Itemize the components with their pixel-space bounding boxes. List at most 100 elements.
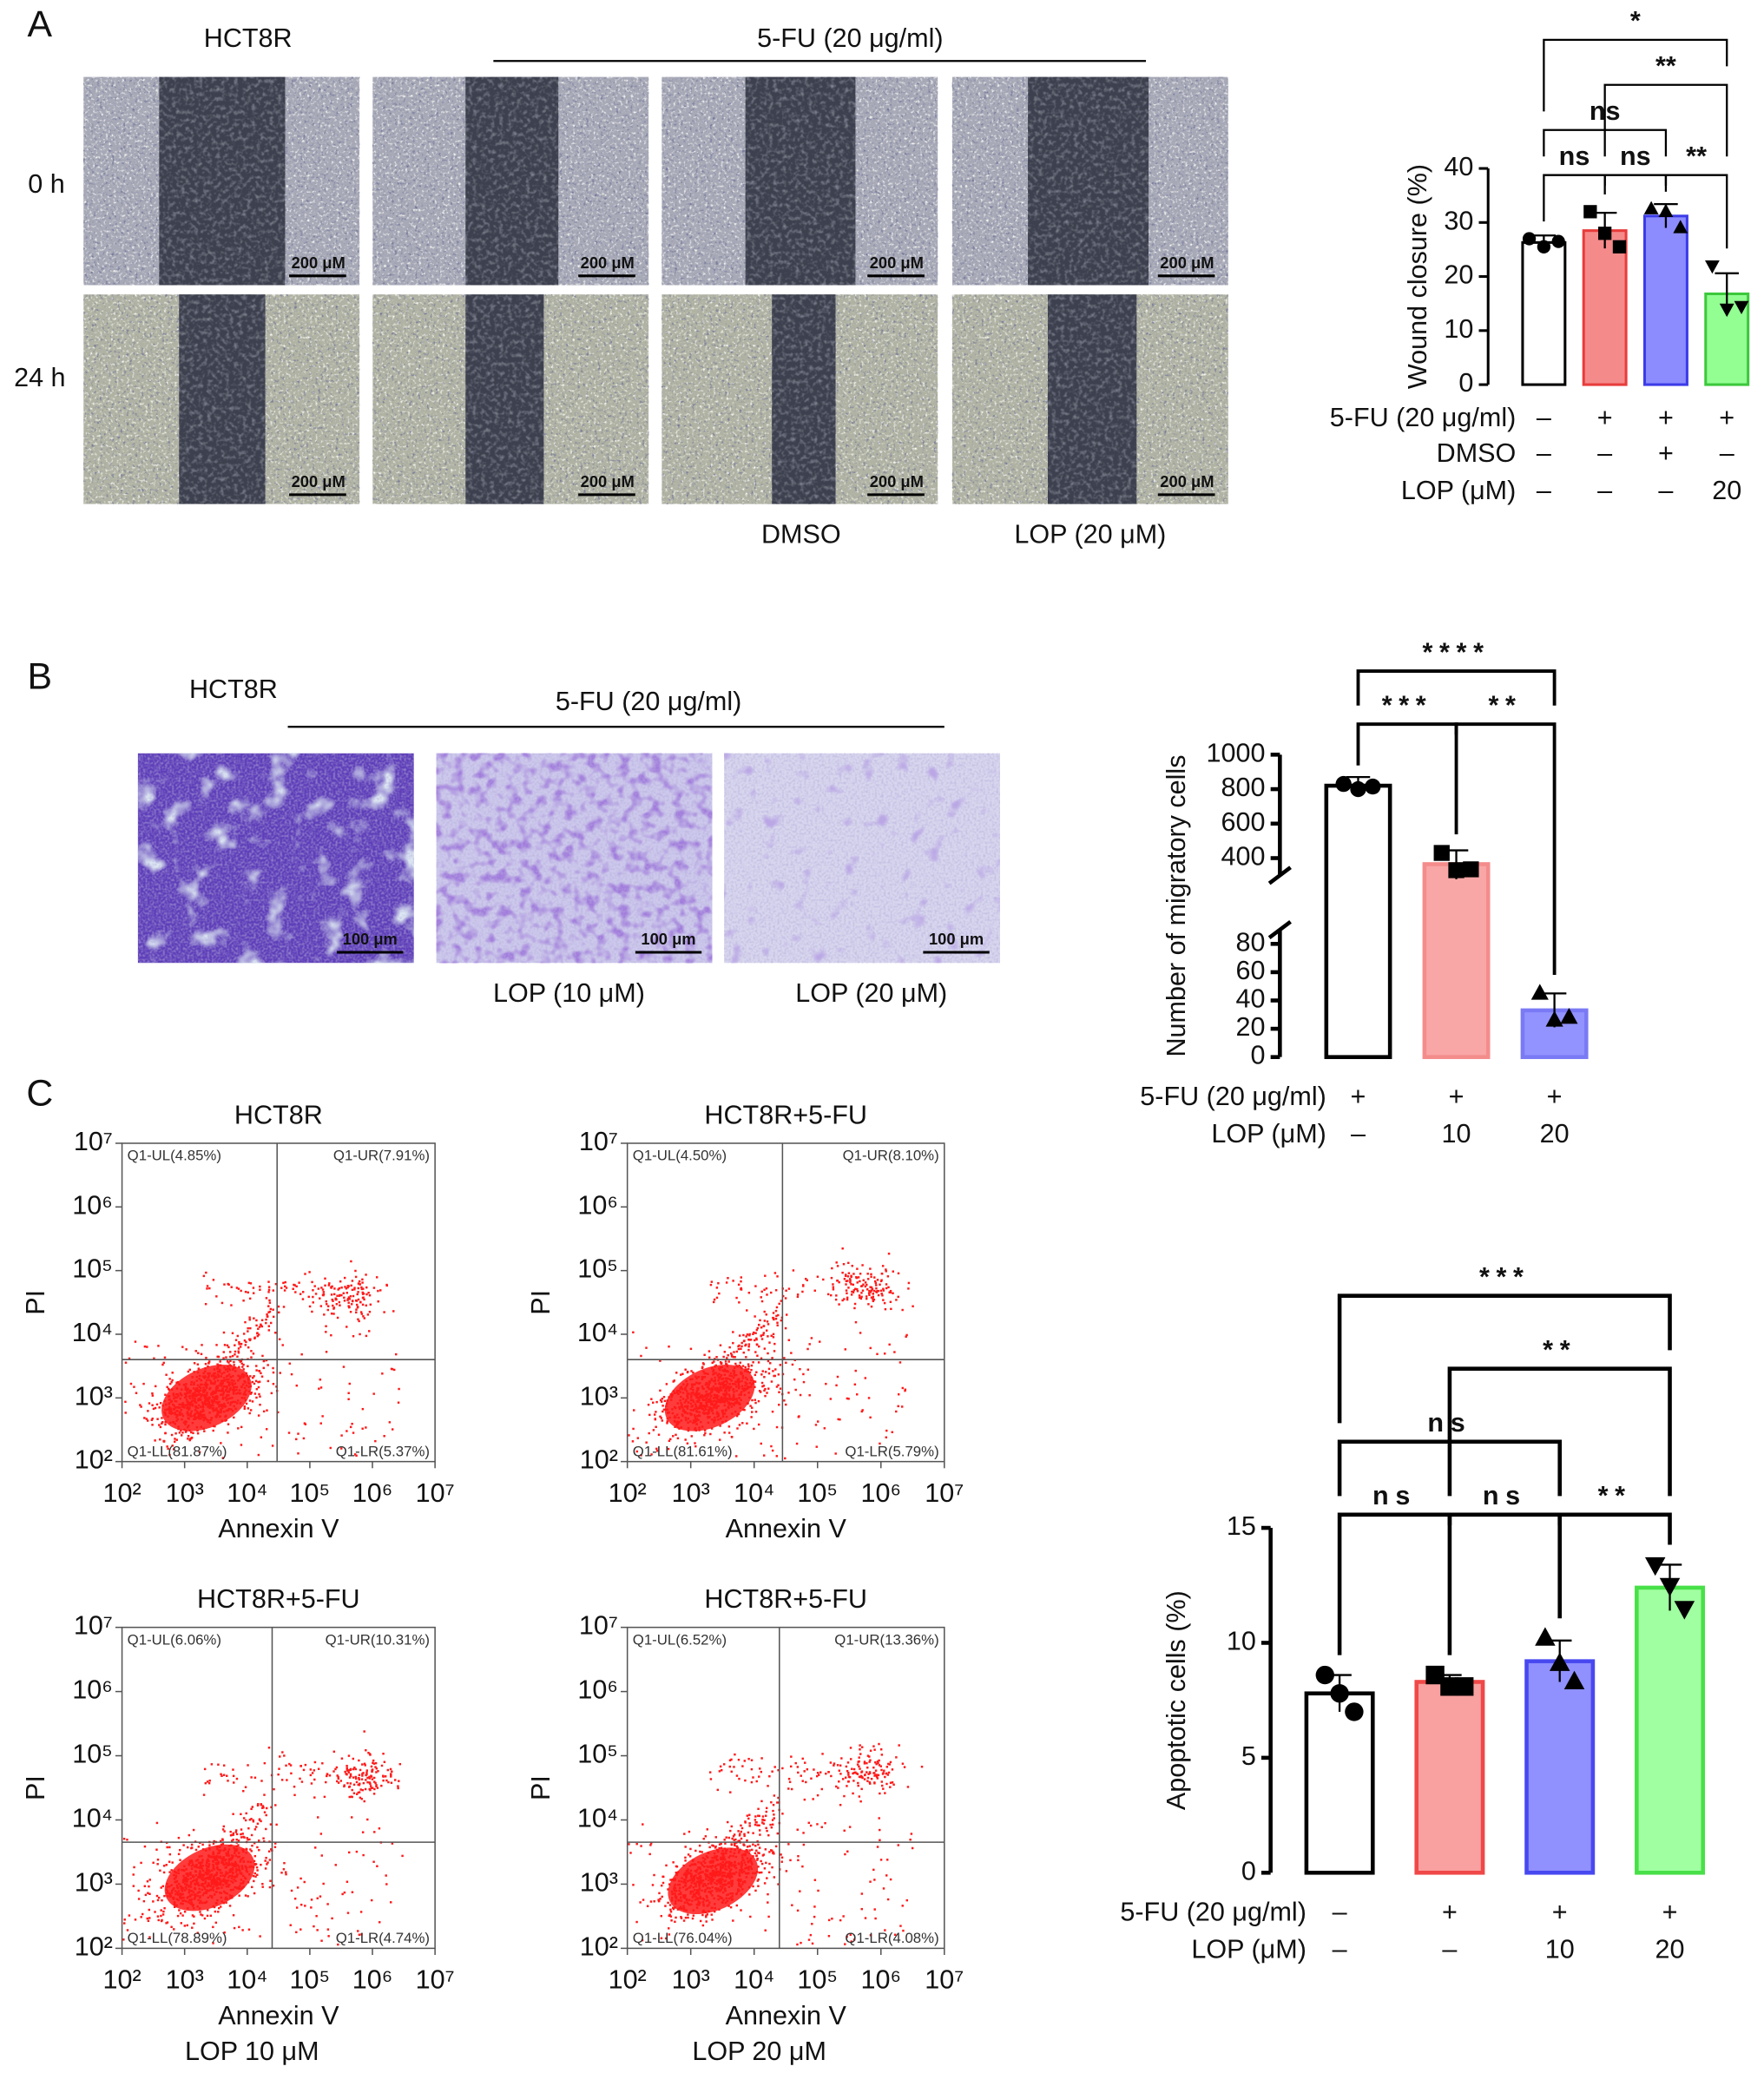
event-dot <box>353 1453 357 1456</box>
event-dot <box>721 1858 725 1861</box>
event-dot <box>907 1287 910 1290</box>
event-dot <box>755 1780 758 1783</box>
event-dot <box>236 1864 240 1866</box>
event-dot <box>750 1385 753 1388</box>
event-dot <box>186 1880 188 1883</box>
event-dot <box>673 1885 676 1888</box>
event-dot <box>719 1344 722 1346</box>
event-dot <box>201 1888 204 1892</box>
x-axis-label: Annexin V <box>726 2001 847 2030</box>
event-dot <box>833 1764 835 1767</box>
event-dot <box>885 1429 888 1432</box>
event-dot <box>876 1774 879 1776</box>
event-dot <box>708 1412 710 1414</box>
event-dot <box>747 1365 750 1368</box>
event-dot <box>359 1311 363 1313</box>
event-dot <box>262 1366 266 1370</box>
event-dot <box>215 1859 218 1861</box>
event-dot <box>152 1861 155 1865</box>
event-dot <box>666 1412 669 1414</box>
event-dot <box>699 1895 701 1899</box>
event-dot <box>729 1402 733 1405</box>
event-dot <box>772 1803 775 1806</box>
event-dot <box>721 1872 725 1874</box>
event-dot <box>707 1876 709 1879</box>
event-dot <box>206 1866 208 1868</box>
event-dot <box>692 1893 695 1896</box>
event-dot <box>380 1764 384 1767</box>
data-point <box>1448 862 1465 879</box>
event-dot <box>227 1393 230 1397</box>
event-dot <box>846 1292 848 1294</box>
event-dot <box>689 1892 692 1895</box>
event-dot <box>694 1445 697 1448</box>
event-dot <box>284 1280 286 1284</box>
event-dot <box>884 1775 886 1779</box>
event-dot <box>322 1882 325 1885</box>
event-dot <box>216 1866 219 1869</box>
event-dot <box>174 1406 176 1409</box>
event-dot <box>719 1385 721 1389</box>
event-dot <box>179 1896 181 1899</box>
event-dot <box>210 1763 214 1766</box>
significance-bracket <box>1447 1366 1672 1497</box>
event-dot <box>753 1339 756 1342</box>
event-dot <box>311 1772 314 1774</box>
panel-label: C <box>26 1072 53 1114</box>
event-dot <box>888 1291 891 1293</box>
micrograph: 200 μM <box>662 76 938 286</box>
event-dot <box>778 1391 780 1393</box>
event-dot <box>806 1279 808 1281</box>
event-dot <box>238 1887 241 1891</box>
event-dot <box>212 1865 215 1868</box>
event-dot <box>681 1877 683 1879</box>
event-dot <box>266 1863 268 1866</box>
event-dot <box>901 1308 904 1312</box>
event-dot <box>721 1901 724 1904</box>
event-dot <box>204 1303 207 1306</box>
event-dot <box>688 1412 692 1415</box>
event-dot <box>772 1851 775 1853</box>
event-dot <box>698 1405 701 1408</box>
event-dot <box>183 1421 186 1424</box>
event-dot <box>765 1810 767 1813</box>
event-dot <box>207 1400 210 1404</box>
event-dot <box>715 1296 719 1300</box>
event-dot <box>122 1838 126 1840</box>
event-dot <box>910 1833 913 1835</box>
event-dot <box>242 1333 246 1335</box>
event-dot <box>712 1403 714 1406</box>
event-dot <box>731 1412 734 1415</box>
event-dot <box>332 1750 336 1754</box>
event-dot <box>870 1273 872 1276</box>
event-dot <box>200 1866 202 1870</box>
event-dot <box>820 1826 823 1828</box>
event-dot <box>326 1774 328 1778</box>
event-dot <box>193 1922 195 1925</box>
event-dot <box>689 1420 692 1423</box>
event-dot <box>852 1938 856 1941</box>
event-dot <box>681 1406 684 1409</box>
event-dot <box>690 1394 693 1397</box>
event-dot <box>680 1426 683 1429</box>
event-dot <box>781 1767 784 1770</box>
event-dot <box>202 1372 205 1375</box>
event-dot <box>230 1895 234 1898</box>
event-dot <box>763 1376 766 1379</box>
event-dot <box>192 1891 195 1893</box>
event-dot <box>707 1421 710 1425</box>
event-dot <box>723 1431 726 1434</box>
event-dot <box>676 1908 680 1911</box>
event-dot <box>719 1417 722 1420</box>
event-dot <box>214 1891 218 1893</box>
event-dot <box>738 1874 741 1878</box>
event-dot <box>662 1875 665 1879</box>
event-dot <box>747 1363 750 1366</box>
event-dot <box>682 1896 686 1899</box>
event-dot <box>819 1771 822 1774</box>
event-dot <box>751 1398 754 1402</box>
event-dot <box>361 1773 364 1775</box>
event-dot <box>188 1861 191 1864</box>
event-dot <box>374 1761 378 1765</box>
